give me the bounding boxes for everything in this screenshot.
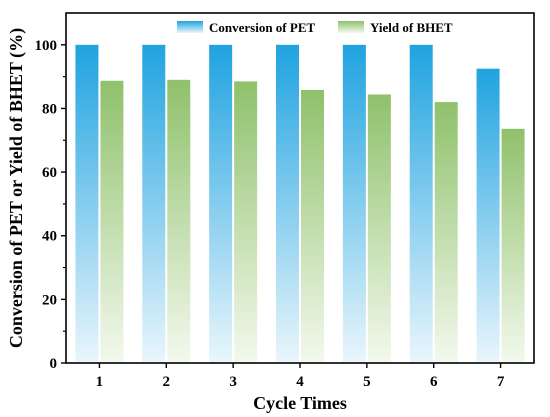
x-tick-label-1: 1 [96, 374, 104, 390]
y-tick-label-80: 80 [42, 101, 57, 117]
x-tick-label-6: 6 [430, 374, 438, 390]
plot-frame [65, 12, 535, 364]
bar-yield-cycle-7 [501, 128, 525, 363]
legend-label-yield: Yield of BHET [370, 20, 453, 35]
bar-conversion-cycle-1 [75, 44, 99, 364]
y-tick-label-100: 100 [35, 38, 58, 54]
bar-yield-cycle-2 [167, 79, 191, 364]
bar-conversion-cycle-3 [209, 44, 233, 364]
bar-yield-cycle-6 [434, 102, 458, 363]
bar-conversion-cycle-4 [276, 44, 299, 364]
bar-yield-cycle-1 [100, 80, 124, 363]
bar-conversion-cycle-7 [476, 68, 500, 363]
axes-layer: 1 2 3 4 5 6 7 0 20 40 60 80 100 [35, 38, 505, 390]
x-tick-label-7: 7 [497, 374, 505, 390]
y-tick-label-0: 0 [50, 356, 58, 372]
bar-conversion-cycle-5 [342, 44, 366, 364]
x-tick-label-4: 4 [296, 374, 304, 390]
y-tick-label-40: 40 [42, 229, 57, 245]
legend-label-conversion: Conversion of PET [209, 20, 316, 35]
y-tick-label-60: 60 [42, 165, 57, 181]
bars-layer [75, 44, 525, 364]
y-axis-title: Conversion of PET or Yield of BHET (%) [6, 28, 27, 348]
bar-yield-cycle-4 [301, 90, 324, 363]
legend-swatch-yield [338, 21, 364, 33]
x-tick-label-2: 2 [163, 374, 171, 390]
x-tick-label-3: 3 [229, 374, 237, 390]
x-axis-title: Cycle Times [253, 393, 347, 413]
bar-conversion-cycle-2 [142, 44, 166, 364]
legend-swatch-conversion [177, 21, 203, 33]
bar-yield-cycle-5 [367, 94, 391, 364]
x-tick-label-5: 5 [363, 374, 371, 390]
bar-conversion-cycle-6 [409, 44, 433, 364]
legend: Conversion of PET Yield of BHET [177, 20, 453, 35]
bar-yield-cycle-3 [234, 81, 258, 363]
y-tick-label-20: 20 [42, 292, 57, 308]
